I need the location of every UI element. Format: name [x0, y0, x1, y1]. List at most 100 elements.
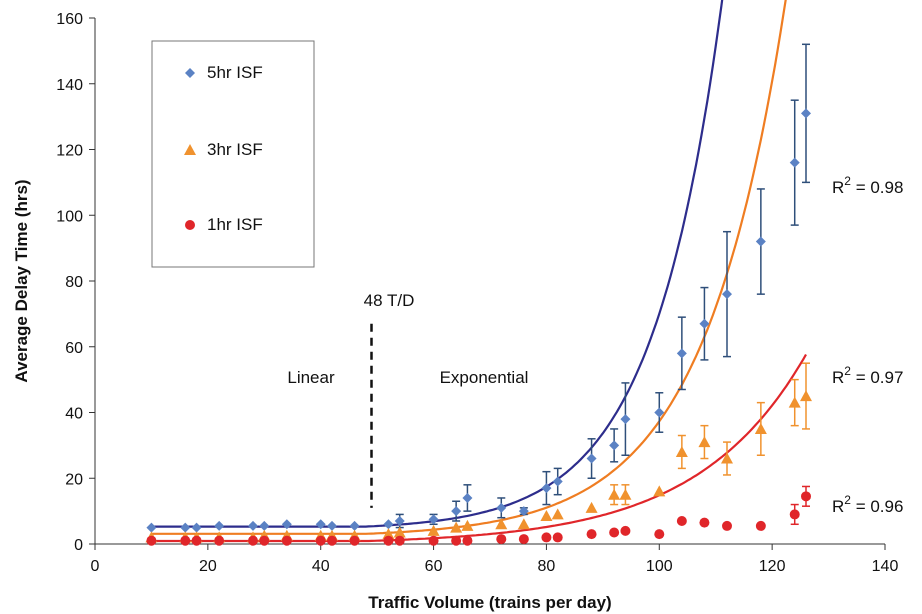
data-point-diamond: [654, 407, 665, 418]
data-point-circle: [755, 520, 766, 531]
x-tick-label: 140: [872, 558, 899, 575]
data-point-triangle: [393, 526, 406, 538]
x-tick-label: 0: [91, 558, 100, 575]
data-point-diamond: [451, 506, 462, 517]
data-point-diamond: [801, 108, 811, 119]
legend-label-1: 3hr ISF: [207, 140, 263, 159]
data-point-triangle: [540, 510, 553, 522]
data-point-diamond: [541, 483, 552, 494]
data-point-diamond: [518, 506, 529, 517]
data-point-circle: [281, 535, 292, 546]
data-point-diamond: [755, 236, 766, 247]
y-tick-label: 0: [74, 537, 83, 554]
data-point-circle: [541, 532, 552, 543]
y-tick-label: 80: [65, 274, 83, 291]
data-point-triangle: [619, 488, 632, 500]
data-point-diamond: [281, 519, 292, 530]
data-point-circle: [722, 520, 732, 531]
legend-label-0: 5hr ISF: [207, 63, 263, 82]
data-point-diamond: [327, 520, 337, 531]
data-point-circle: [654, 529, 665, 540]
data-point-diamond: [259, 520, 270, 531]
data-point-diamond: [248, 520, 258, 531]
data-point-diamond: [722, 289, 732, 300]
data-point-triangle: [754, 422, 767, 434]
x-axis-title: Traffic Volume (trains per day): [368, 593, 611, 612]
data-point-diamond: [789, 157, 800, 168]
y-tick-label: 160: [56, 11, 83, 28]
data-point-circle: [248, 535, 258, 546]
data-point-circle: [180, 535, 191, 546]
data-point-circle: [315, 535, 326, 546]
r2-label-1: R2 = 0.97: [832, 364, 903, 387]
axes: 0 20 40 60 80 100 120 140 160 0 20 40 60 80 100 120 140: [56, 11, 898, 575]
data-point-circle: [327, 535, 337, 546]
y-tick-label: 140: [56, 77, 83, 94]
data-point-diamond: [552, 476, 563, 487]
data-point-triangle: [495, 518, 508, 530]
data-point-circle: [609, 527, 620, 538]
data-point-circle: [383, 535, 394, 546]
legend-marker-1: [184, 144, 196, 155]
legend: 5hr ISF 3hr ISF 1hr ISF: [151, 40, 315, 268]
x-tick-label: 60: [425, 558, 443, 575]
data-point-diamond: [394, 515, 405, 526]
data-point-triangle: [427, 524, 440, 536]
data-point-circle: [496, 534, 507, 545]
data-point-triangle: [461, 519, 474, 531]
y-tick-label: 100: [56, 208, 83, 225]
data-point-diamond: [315, 519, 326, 530]
x-tick-label: 100: [646, 558, 673, 575]
data-point-triangle: [608, 488, 621, 500]
data-point-diamond: [349, 520, 360, 531]
annotations: 48 T/D Linear Exponential: [287, 291, 528, 508]
data-point-triangle: [450, 521, 463, 533]
data-point-triangle: [517, 518, 530, 530]
data-point-diamond: [609, 440, 620, 451]
data-point-diamond: [620, 414, 631, 425]
legend-marker-2: [185, 220, 195, 230]
data-point-circle: [699, 517, 710, 528]
data-point-circle: [620, 525, 631, 536]
r2-label-2: R2 = 0.96: [832, 493, 903, 516]
data-point-circle: [676, 515, 687, 526]
data-point-circle: [789, 509, 800, 520]
data-point-circle: [349, 535, 360, 546]
error-bars: [395, 43, 810, 529]
data-point-circle: [552, 532, 563, 543]
data-point-diamond: [676, 348, 687, 359]
x-tick-label: 20: [199, 558, 217, 575]
data-point-circle: [428, 535, 439, 546]
data-point-diamond: [496, 502, 507, 513]
threshold-label: 48 T/D: [364, 291, 415, 310]
data-point-diamond: [214, 520, 225, 531]
data-point-triangle: [551, 508, 564, 520]
data-point-diamond: [586, 453, 597, 464]
data-points: [145, 108, 812, 546]
y-tick-label: 60: [65, 340, 83, 357]
data-point-triangle: [675, 445, 688, 457]
legend-label-2: 1hr ISF: [207, 215, 263, 234]
y-tick-label: 40: [65, 406, 83, 423]
linear-label: Linear: [287, 368, 335, 387]
x-tick-label: 40: [312, 558, 330, 575]
data-point-triangle: [698, 436, 711, 448]
data-point-circle: [586, 529, 597, 540]
fit-curve-1: [151, 0, 787, 535]
data-point-triangle: [721, 452, 733, 464]
data-point-triangle: [788, 396, 801, 408]
data-point-circle: [259, 535, 270, 546]
data-point-triangle: [382, 528, 395, 540]
data-point-circle: [462, 535, 473, 546]
data-point-circle: [146, 535, 157, 546]
x-tick-label: 120: [759, 558, 786, 575]
legend-box: [151, 40, 315, 268]
data-point-circle: [214, 535, 225, 546]
y-tick-label: 20: [65, 471, 83, 488]
data-point-diamond: [699, 318, 710, 329]
data-point-triangle: [800, 390, 812, 402]
data-point-diamond: [428, 514, 439, 525]
r2-label-0: R2 = 0.98: [832, 174, 903, 197]
y-tick-label: 120: [56, 143, 83, 160]
data-point-triangle: [585, 501, 598, 513]
